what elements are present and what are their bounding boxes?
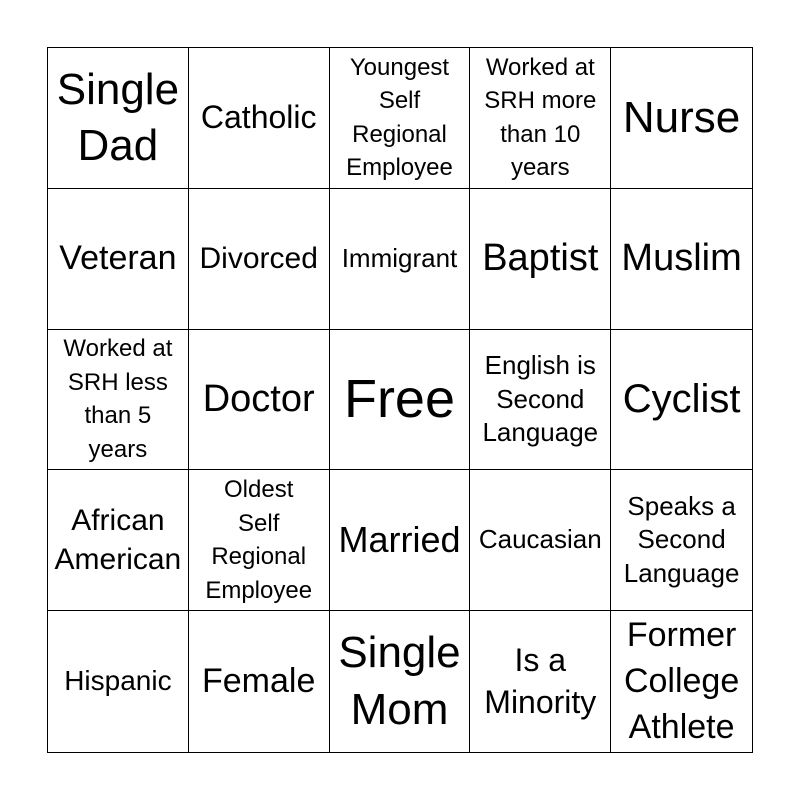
bingo-cell[interactable]: English is Second Language xyxy=(470,329,612,471)
bingo-cell[interactable]: Single Mom xyxy=(330,611,471,752)
bingo-cell[interactable]: Speaks a Second Language xyxy=(611,470,752,612)
bingo-cell[interactable]: Veteran xyxy=(48,188,189,330)
bingo-cell[interactable]: Hispanic xyxy=(48,611,189,752)
bingo-cell[interactable]: Cyclist xyxy=(611,330,752,471)
free-space[interactable]: Free xyxy=(329,329,471,471)
bingo-cell[interactable]: Worked at SRH less than 5 years xyxy=(48,329,189,471)
bingo-cell[interactable]: Muslim xyxy=(611,189,752,330)
bingo-cell[interactable]: Caucasian xyxy=(470,470,612,612)
bingo-cell[interactable]: African American xyxy=(48,470,189,612)
bingo-cell[interactable]: Divorced xyxy=(188,188,330,330)
bingo-cell[interactable]: Youngest Self Regional Employee xyxy=(329,48,471,189)
bingo-cell[interactable]: Former College Athlete xyxy=(623,615,740,746)
bingo-card: Single Dad Catholic Youngest Self Region… xyxy=(47,47,753,753)
bingo-cell[interactable]: Is a Minority xyxy=(470,611,612,752)
bingo-cell[interactable]: Married xyxy=(329,470,471,612)
bingo-cell[interactable]: Nurse xyxy=(611,48,752,189)
bingo-cell[interactable]: Catholic xyxy=(188,48,330,189)
bingo-cell[interactable]: Oldest Self Regional Employee xyxy=(188,470,330,612)
bingo-cell[interactable]: Immigrant xyxy=(329,188,471,330)
bingo-cell[interactable]: Female xyxy=(189,611,330,752)
bingo-cell[interactable]: Single Dad xyxy=(48,48,189,189)
bingo-cell[interactable]: Worked at SRH more than 10 years xyxy=(470,48,612,189)
bingo-cell[interactable]: Doctor xyxy=(188,329,330,471)
bingo-cell[interactable]: Baptist xyxy=(470,188,612,330)
